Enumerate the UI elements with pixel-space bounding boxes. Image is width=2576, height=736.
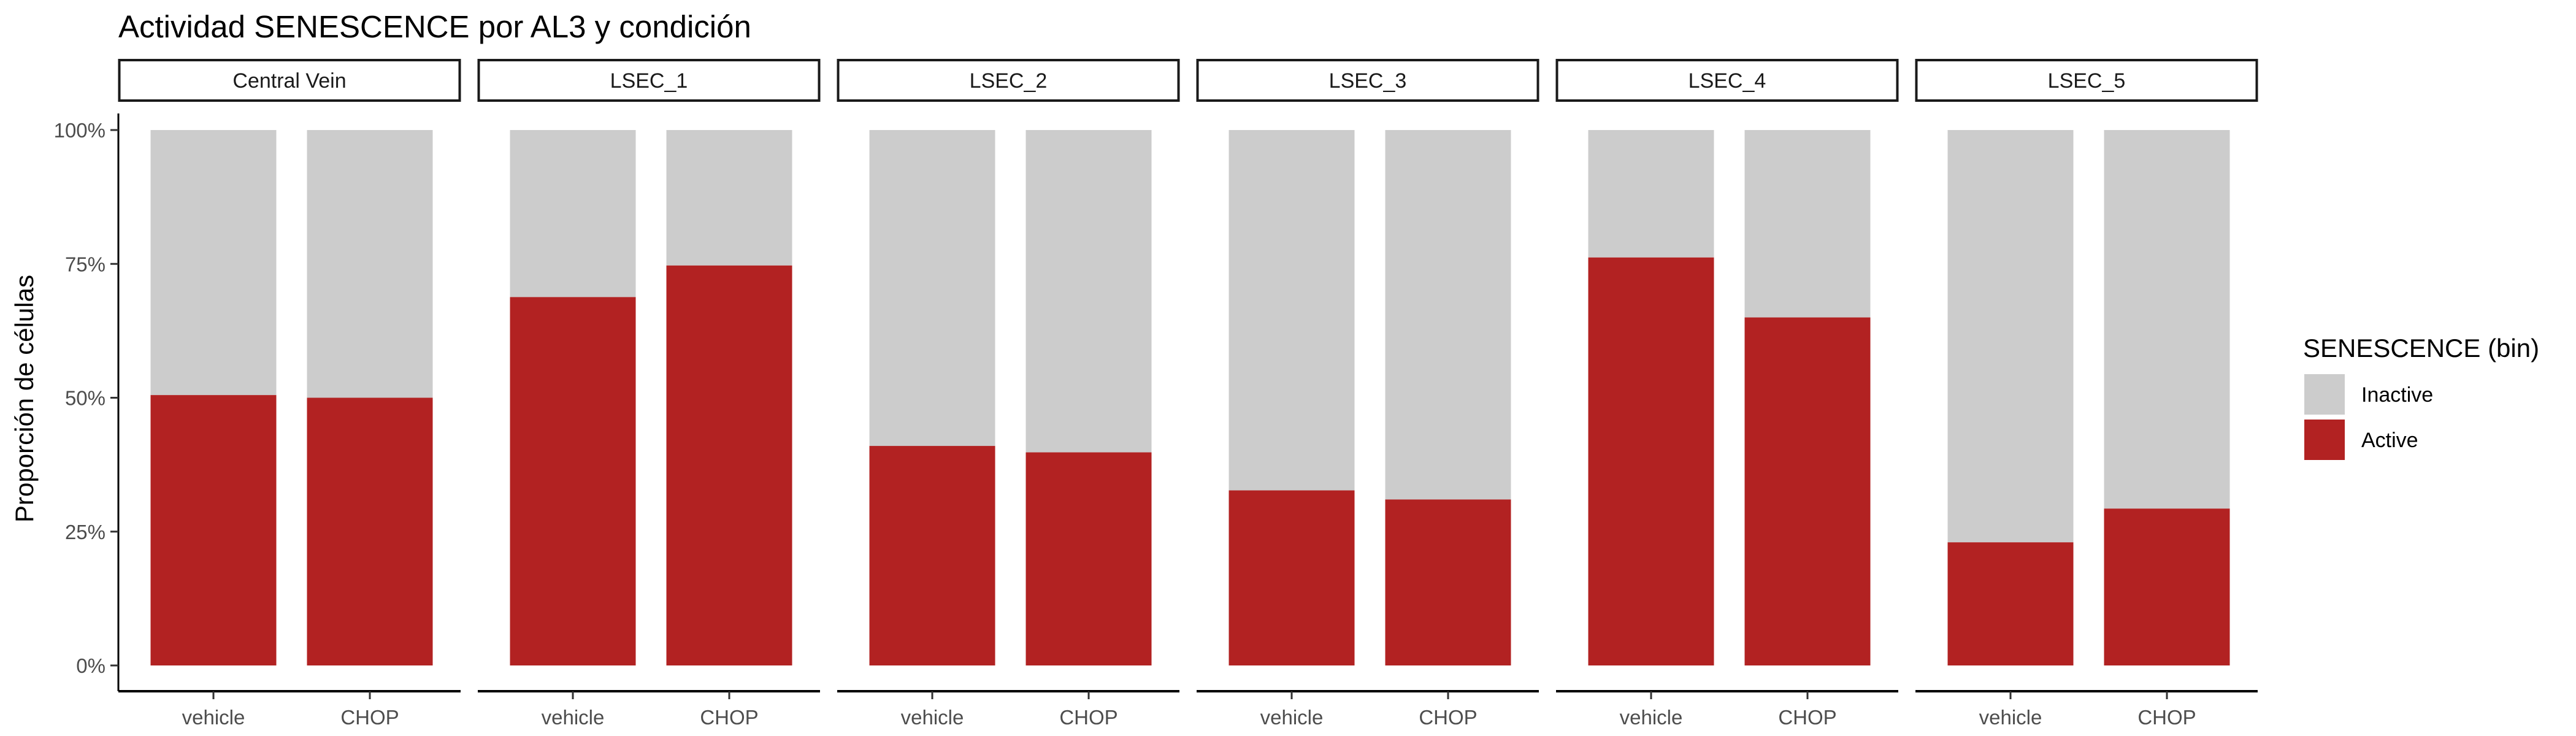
x-tick-label: vehicle <box>1620 706 1683 729</box>
x-tick-label: vehicle <box>542 706 605 729</box>
bar-inactive <box>1385 130 1511 500</box>
facet-strip <box>1555 59 1899 102</box>
bar-inactive <box>1947 130 2074 543</box>
legend: SENESCENCE (bin) Inactive Active <box>2303 334 2539 460</box>
x-tick-label: vehicle <box>1979 706 2042 729</box>
bar-inactive <box>307 130 433 398</box>
facet-strip-label: LSEC_1 <box>610 69 688 93</box>
facet-strip-label: LSEC_3 <box>1329 69 1407 93</box>
legend-title: SENESCENCE (bin) <box>2303 334 2539 362</box>
bar-active <box>510 297 636 666</box>
bar-inactive <box>1229 130 1355 491</box>
facet-strip-label: LSEC_4 <box>1689 69 1766 93</box>
facet-strip-label: LSEC_2 <box>970 69 1048 93</box>
bar-active <box>150 395 277 665</box>
legend-key-inactive <box>2304 374 2345 415</box>
x-tick-label: vehicle <box>182 706 245 729</box>
x-tick-label: CHOP <box>700 706 758 729</box>
x-tick-label: CHOP <box>2137 706 2196 729</box>
facet-strip <box>118 59 461 102</box>
x-tick-label: vehicle <box>1260 706 1324 729</box>
y-axis-label: Proporción de células <box>10 275 39 523</box>
bar-active <box>869 446 995 665</box>
bar-inactive <box>150 130 277 396</box>
y-tick-label: 25% <box>65 521 105 543</box>
facet-strip-label: Central Vein <box>232 69 346 93</box>
bar-inactive <box>1588 130 1714 258</box>
y-tick-label: 50% <box>65 387 105 410</box>
chart-title: Actividad SENESCENCE por AL3 y condición <box>118 9 751 44</box>
bar-inactive <box>2104 130 2230 509</box>
x-tick-label: CHOP <box>1419 706 1477 729</box>
y-tick-label: 100% <box>54 119 105 142</box>
facet-strip-label: LSEC_5 <box>2048 69 2126 93</box>
bar-active <box>1025 452 1152 665</box>
bar-active <box>666 265 792 665</box>
facet-strip <box>1196 59 1539 102</box>
legend-key-active <box>2304 420 2345 460</box>
bar-active <box>2104 508 2230 665</box>
facet-strip <box>477 59 821 102</box>
bar-inactive <box>1744 130 1871 318</box>
facet-strip <box>837 59 1180 102</box>
bar-inactive <box>510 130 636 297</box>
bar-inactive <box>666 130 792 266</box>
facet-panel: Central Vein vehicle CHOP <box>118 59 461 729</box>
bar-active <box>1385 499 1511 665</box>
bar-inactive <box>1025 130 1152 453</box>
facet-strip <box>1915 59 2258 102</box>
bar-active <box>1588 257 1714 665</box>
y-tick-label: 75% <box>65 253 105 275</box>
bar-active <box>1744 317 1871 665</box>
x-tick-label: CHOP <box>340 706 399 729</box>
y-tick-label: 0% <box>76 654 105 677</box>
legend-label-inactive: Inactive <box>2361 383 2433 407</box>
bar-active <box>1229 490 1355 665</box>
bar-active <box>307 397 433 665</box>
bar-active <box>1947 542 2074 665</box>
bar-inactive <box>869 130 995 447</box>
x-tick-label: vehicle <box>901 706 964 729</box>
legend-label-active: Active <box>2361 429 2418 452</box>
x-tick-label: CHOP <box>1059 706 1117 729</box>
x-tick-label: CHOP <box>1778 706 1836 729</box>
